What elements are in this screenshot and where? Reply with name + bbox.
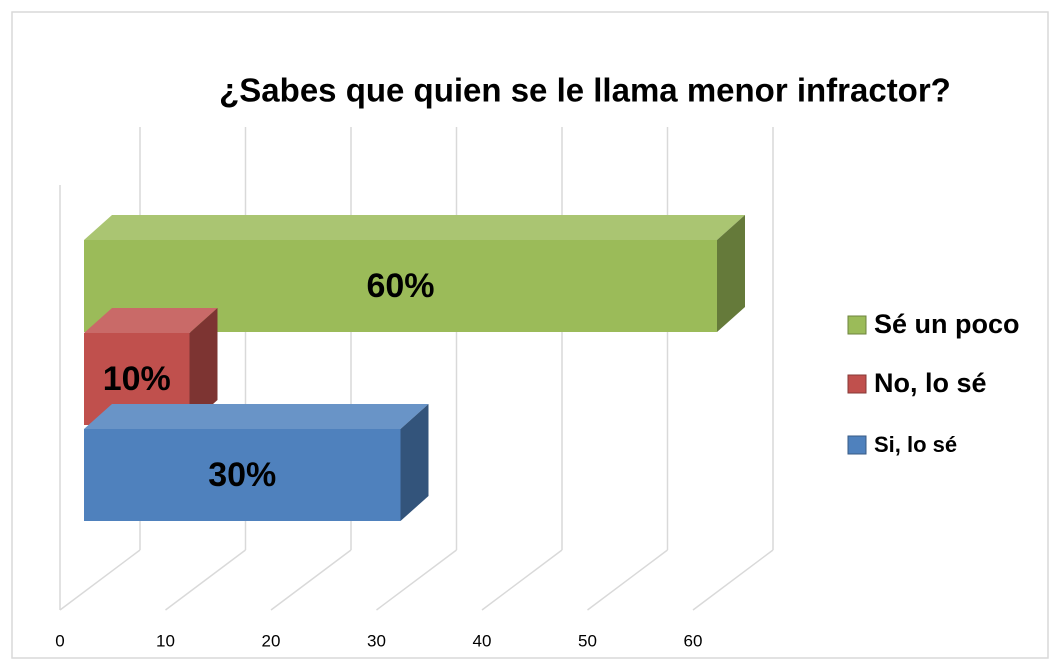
bar-top [84, 308, 218, 333]
bar-top [84, 404, 429, 429]
x-tick-label: 30 [367, 631, 386, 650]
floor-line [59, 549, 141, 611]
bar-top [84, 215, 745, 240]
x-tick-label: 40 [473, 631, 492, 650]
legend-label: Si, lo sé [874, 432, 957, 457]
legend-swatch [847, 435, 867, 455]
legend-swatch [847, 315, 867, 335]
bar-side [189, 308, 218, 425]
floor-line [587, 549, 668, 611]
floor-line [692, 549, 774, 611]
bar-side [717, 215, 745, 332]
data-label: 10% [103, 360, 171, 398]
data-label: 60% [366, 267, 434, 305]
bar-side [400, 404, 429, 521]
data-label: 30% [208, 456, 276, 494]
floor-line [270, 549, 352, 611]
x-tick-label: 0 [55, 631, 64, 650]
bar [84, 429, 401, 521]
x-tick-label: 10 [156, 631, 175, 650]
x-tick-label: 50 [578, 631, 597, 650]
floor-line [165, 549, 246, 611]
chart-title: ¿Sabes que quien se le llama menor infra… [219, 72, 951, 109]
x-tick-label: 60 [684, 631, 703, 650]
floor-line [376, 549, 457, 611]
legend-swatch [847, 374, 867, 394]
floor-line [481, 549, 563, 611]
legend-label: Sé un poco [874, 309, 1020, 339]
legend-label: No, lo sé [874, 368, 987, 398]
x-tick-label: 20 [262, 631, 281, 650]
